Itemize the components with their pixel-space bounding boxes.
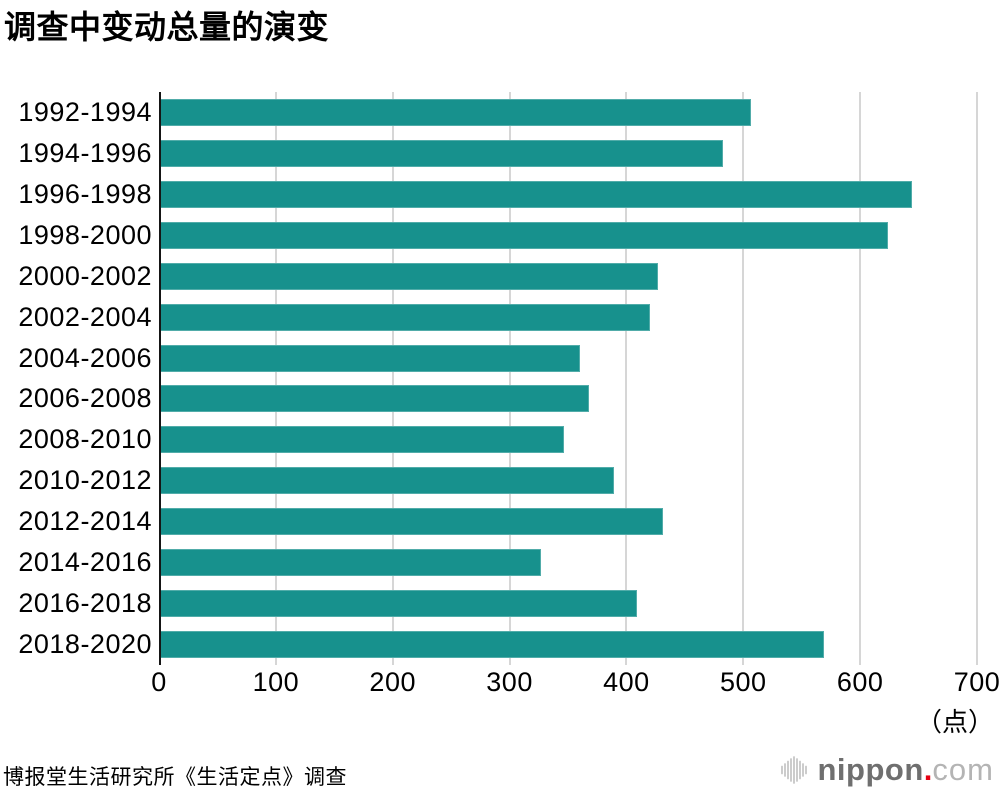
category-label: 2010-2012 — [18, 465, 152, 496]
category-label: 2014-2016 — [18, 547, 152, 578]
bar — [159, 467, 614, 495]
x-axis-unit-label: （点） — [915, 707, 994, 737]
category-label: 2016-2018 — [18, 588, 152, 619]
source-note: 博报堂生活研究所《生活定点》调查 — [3, 766, 347, 789]
bar — [159, 262, 658, 290]
gridline — [859, 92, 862, 665]
bar — [159, 549, 542, 577]
bar — [159, 508, 663, 536]
x-tick-label: 300 — [486, 667, 533, 697]
bar — [159, 180, 912, 208]
bar — [159, 221, 889, 249]
category-label: 2002-2004 — [18, 301, 152, 332]
plot-area — [159, 92, 990, 665]
gridline — [625, 92, 628, 665]
category-label: 2004-2006 — [18, 342, 152, 373]
category-labels: 1992-1994 1994-1996 1996-1998 1998-2000 2000… — [0, 92, 152, 665]
x-tick-label: 700 — [953, 667, 1000, 697]
gridline — [508, 92, 511, 665]
x-tick-label: 400 — [603, 667, 650, 697]
x-tick-label: 500 — [720, 667, 767, 697]
category-label: 2008-2010 — [18, 424, 152, 455]
x-tick-label: 600 — [836, 667, 884, 697]
category-label: 2006-2008 — [18, 383, 152, 414]
bar — [159, 303, 650, 331]
nippon-logo: nippon.com — [780, 750, 995, 790]
chart-title: 调查中变动总量的演变 — [4, 9, 330, 45]
bar — [159, 590, 637, 618]
y-axis-line — [159, 92, 161, 665]
gridline — [976, 92, 978, 665]
x-axis: 0 100 200 300 400 500 600 700 — [0, 665, 1000, 701]
category-label: 1994-1996 — [18, 137, 152, 168]
gridline — [391, 92, 394, 665]
logo-dot: . — [923, 752, 933, 787]
x-tick-label: 100 — [252, 667, 300, 697]
x-tick-label: 200 — [369, 667, 416, 697]
bar — [159, 344, 580, 372]
logo-text: nippon.com — [818, 750, 995, 790]
bar — [159, 426, 565, 454]
category-label: 1998-2000 — [18, 219, 152, 250]
category-label: 1996-1998 — [18, 178, 152, 209]
category-label: 2012-2014 — [18, 506, 152, 537]
category-label: 2018-2020 — [18, 629, 152, 660]
category-label: 1992-1994 — [18, 96, 152, 127]
bar — [159, 98, 752, 126]
bar — [159, 385, 590, 413]
category-label: 2000-2002 — [18, 260, 152, 291]
gridline — [274, 92, 277, 665]
soundwave-icon — [780, 756, 807, 784]
logo-brand: nippon — [817, 752, 924, 787]
gridline — [742, 92, 745, 665]
x-tick-label: 0 — [151, 667, 167, 697]
bar — [159, 631, 824, 659]
bar-chart: 1992-1994 1994-1996 1996-1998 1998-2000 2000… — [0, 92, 1000, 665]
logo-tld: com — [932, 752, 994, 787]
bar — [159, 139, 724, 167]
